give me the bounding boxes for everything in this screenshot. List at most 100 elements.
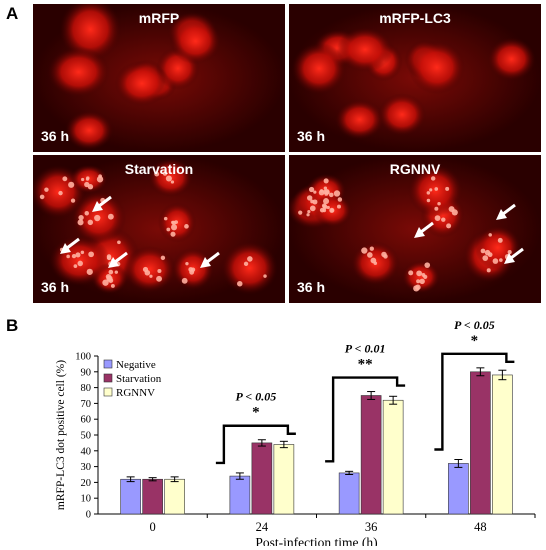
y-axis-label: mRFP-LC3 dot positive cell (%) xyxy=(55,360,67,510)
x-tick-label: 48 xyxy=(474,520,487,534)
cell-nucleus xyxy=(377,93,427,136)
lc3-punctum xyxy=(39,194,45,200)
cell-nucleus xyxy=(401,260,441,294)
bar xyxy=(164,478,185,515)
lc3-punctum xyxy=(306,195,313,201)
lc3-punctum xyxy=(87,219,94,226)
lc3-punctum xyxy=(486,268,491,273)
lc3-punctum xyxy=(446,223,452,229)
lc3-punctum xyxy=(102,279,109,286)
chart-annotations: *P < 0.05**P < 0.01 *P < 0.05 xyxy=(215,318,515,465)
lc3-punctum xyxy=(424,262,431,268)
lc3-punctum xyxy=(149,274,153,278)
cell-nucleus xyxy=(123,245,176,293)
cell-nucleus xyxy=(114,60,170,107)
lc3-punctum xyxy=(381,251,387,258)
panel-timepoint: 36 h xyxy=(297,279,326,295)
lc3-punctum xyxy=(114,270,118,274)
lc3-punctum xyxy=(319,189,324,193)
lc3-punctum xyxy=(181,277,188,284)
lc3-punctum xyxy=(323,198,330,205)
cell-nucleus xyxy=(64,110,114,151)
lc3-punctum xyxy=(484,249,491,256)
lc3-punctum xyxy=(162,171,168,176)
panel-b-letter: B xyxy=(6,316,19,335)
micrograph-image xyxy=(289,155,541,303)
lc3-punctum xyxy=(497,237,503,243)
cell-nucleus xyxy=(474,225,521,270)
lc3-punctum xyxy=(330,208,334,213)
lc3-punctum xyxy=(323,178,329,184)
lc3-punctum xyxy=(84,181,90,188)
lc3-punctum xyxy=(336,204,341,209)
lc3-punctum xyxy=(81,177,85,182)
lc3-punctum xyxy=(88,251,95,258)
lc3-punctum xyxy=(423,274,428,280)
arrow-marker xyxy=(108,251,128,268)
lc3-punctum xyxy=(71,254,77,259)
lc3-punctum xyxy=(369,246,374,251)
lc3-punctum xyxy=(326,205,330,210)
cell-nucleus xyxy=(169,17,222,65)
lc3-punctum xyxy=(106,254,112,259)
lc3-punctum xyxy=(170,231,176,237)
y-tick-label: 30 xyxy=(81,462,92,473)
lc3-punctum xyxy=(96,176,104,183)
lc3-punctum xyxy=(80,250,85,255)
lc3-punctum xyxy=(488,233,492,237)
legend-swatch xyxy=(103,373,113,383)
bar xyxy=(251,442,273,515)
y-tick-label: 60 xyxy=(81,415,92,426)
lc3-punctum xyxy=(66,254,70,259)
y-tick-label: 40 xyxy=(81,446,92,457)
bar xyxy=(382,399,404,515)
micrograph-panel-mrfp: mRFP 36 h xyxy=(33,4,285,152)
lc3-punctum xyxy=(263,274,267,278)
p-value-label: P < 0.05 xyxy=(454,318,495,332)
arrow-marker xyxy=(92,195,112,212)
lc3-punctum xyxy=(77,260,83,267)
lc3-punctum xyxy=(154,171,160,177)
lc3-punctum xyxy=(322,208,327,213)
lc3-punctum xyxy=(156,275,163,282)
panel-title: Starvation xyxy=(124,161,194,177)
lc3-punctum xyxy=(434,215,441,221)
significance-bracket: *P < 0.05 xyxy=(215,390,296,465)
bar xyxy=(448,463,469,515)
panel-timepoint: 36 h xyxy=(297,128,326,144)
micrograph-image xyxy=(33,155,285,303)
significance-stars: ** xyxy=(358,357,373,373)
y-tick-label: 0 xyxy=(86,510,91,521)
panel-title: mRFP-LC3 xyxy=(379,10,451,26)
lc3-punctum xyxy=(312,199,318,205)
y-tick-label: 10 xyxy=(81,494,92,505)
lc3-punctum xyxy=(437,201,441,206)
lc3-punctum xyxy=(416,270,422,277)
lc3-punctum xyxy=(306,213,310,217)
panel-timepoint: 36 h xyxy=(41,279,70,295)
panel-title: mRFP xyxy=(138,10,180,26)
lc3-punctum xyxy=(373,261,378,265)
bar xyxy=(229,475,251,515)
lc3-punctum xyxy=(408,270,414,276)
micrograph-panel-mrfp-lc3: mRFP-LC3 36 h xyxy=(289,4,541,152)
lc3-punctum xyxy=(110,283,115,288)
bar xyxy=(338,472,360,515)
lc3-punctum xyxy=(78,214,84,221)
lc3-punctum xyxy=(58,190,63,196)
lc3-punctum xyxy=(184,224,189,229)
lc3-punctum xyxy=(160,255,166,261)
lc3-punctum xyxy=(328,192,334,198)
cell-nucleus xyxy=(47,46,110,98)
y-tick-label: 70 xyxy=(81,399,92,410)
lc3-punctum xyxy=(499,258,503,262)
chart-bars xyxy=(120,367,513,515)
arrow-marker xyxy=(496,203,516,220)
lc3-punctum xyxy=(70,198,76,203)
lc3-punctum xyxy=(367,252,373,258)
x-tick-label: 0 xyxy=(150,520,156,534)
bar xyxy=(492,374,513,515)
lc3-punctum xyxy=(84,211,89,216)
lc3-punctum xyxy=(117,240,121,245)
lc3-punctum xyxy=(75,252,81,258)
